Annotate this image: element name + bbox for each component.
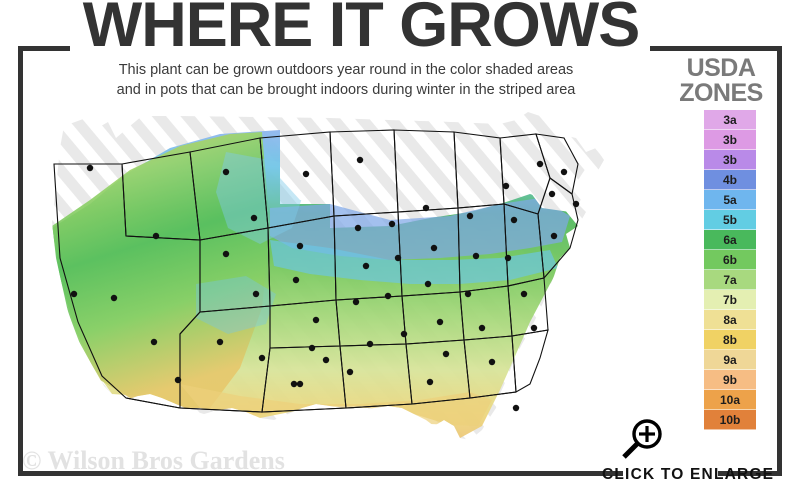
frame-bottom-left: [18, 471, 623, 476]
zone-swatch-3b-2: 3b: [704, 150, 756, 170]
map-zone-fill: [52, 112, 604, 440]
usda-zone-legend: 3a 3b 3b 4b 5a 5b 6a 6b 7a 7b 8a 8b 9a 9b 10a 10b: [704, 110, 756, 430]
frame-top-right: [650, 46, 782, 51]
frame-bottom-right: [718, 471, 782, 476]
zone-swatch-9a: 9a: [704, 350, 756, 370]
page-subtitle: This plant can be grown outdoors year ro…: [36, 60, 656, 100]
zone-swatch-5a: 5a: [704, 190, 756, 210]
frame-right-edge: [777, 46, 782, 476]
zone-swatch-8a: 8a: [704, 310, 756, 330]
hardiness-zone-map[interactable]: [30, 108, 660, 463]
legend-heading: USDA ZONES: [660, 56, 782, 106]
frame-top-left: [18, 46, 70, 51]
subtitle-line-2: and in pots that can be brought indoors …: [116, 82, 576, 98]
frame-left-edge: [18, 46, 23, 476]
zone-swatch-5b: 5b: [704, 210, 756, 230]
zone-swatch-7b: 7b: [704, 290, 756, 310]
zone-swatch-6b: 6b: [704, 250, 756, 270]
magnifier-plus-icon[interactable]: [620, 418, 666, 462]
legend-heading-line-1: USDA: [686, 54, 756, 82]
legend-heading-line-2: ZONES: [679, 79, 763, 107]
subtitle-line-1: This plant can be grown outdoors year ro…: [118, 62, 574, 78]
zone-swatch-3b-1: 3b: [704, 130, 756, 150]
state-borders: [53, 129, 579, 413]
zone-swatch-3a: 3a: [704, 110, 756, 130]
zone-swatch-9b: 9b: [704, 370, 756, 390]
zone-swatch-10a: 10a: [704, 390, 756, 410]
zone-swatch-8b: 8b: [704, 330, 756, 350]
zone-swatch-10b: 10b: [704, 410, 756, 430]
city-markers: [70, 156, 580, 412]
zone-swatch-7a: 7a: [704, 270, 756, 290]
zone-swatch-4b: 4b: [704, 170, 756, 190]
map-svg: [52, 112, 604, 440]
page-title: WHERE IT GROWS: [82, 0, 640, 60]
click-to-enlarge-label[interactable]: CLICK TO ENLARGE: [602, 466, 775, 483]
zone-swatch-6a: 6a: [704, 230, 756, 250]
watermark: © Wilson Bros Gardens: [22, 446, 285, 475]
